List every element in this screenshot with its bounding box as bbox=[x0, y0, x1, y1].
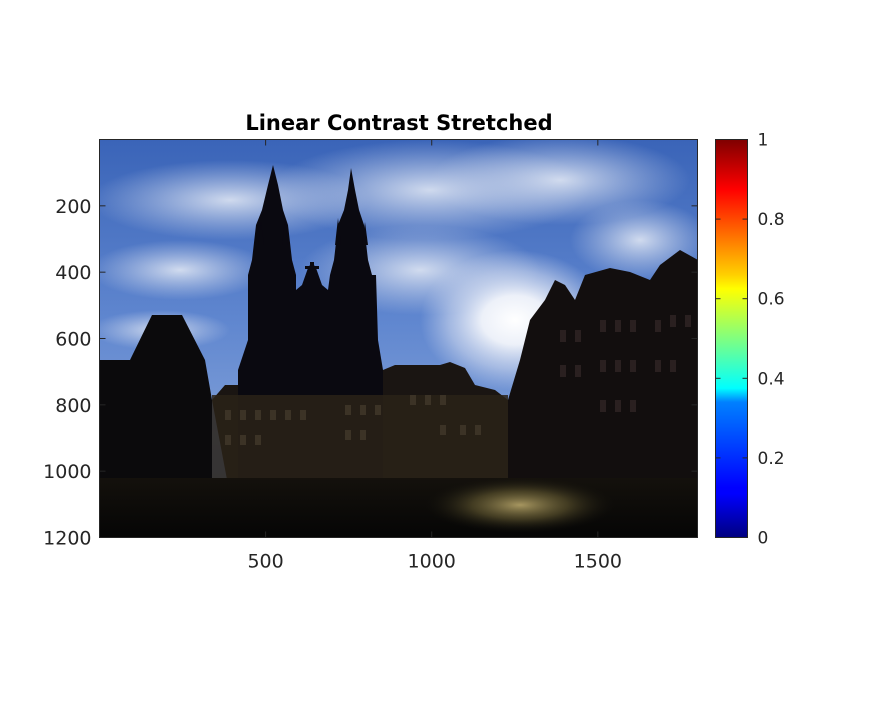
y-axis-ticks: 200 400 600 800 1000 1200 bbox=[43, 196, 698, 550]
street-glow bbox=[425, 477, 615, 533]
right-buildings-silhouette bbox=[508, 250, 698, 538]
x-axis-ticks: 500 1000 1500 bbox=[247, 139, 622, 573]
y-tick-label: 200 bbox=[55, 196, 91, 218]
right-building-windows bbox=[560, 315, 691, 412]
colorbar-tick-label: 0.4 bbox=[758, 369, 785, 389]
x-tick-label: 500 bbox=[247, 551, 283, 573]
image-axes bbox=[99, 139, 698, 538]
y-tick-label: 800 bbox=[55, 395, 91, 417]
x-tick-label: 1500 bbox=[574, 551, 622, 573]
chart-title: Linear Contrast Stretched bbox=[245, 111, 552, 135]
x-tick-label: 1000 bbox=[408, 551, 456, 573]
colorbar bbox=[715, 139, 748, 538]
colorbar-tick-label: 0.6 bbox=[758, 290, 785, 310]
colorbar-tick-label: 1 bbox=[758, 131, 769, 151]
colorbar-tick-label: 0 bbox=[758, 529, 769, 549]
y-tick-label: 400 bbox=[55, 262, 91, 284]
church-pinnacles bbox=[258, 218, 368, 276]
facade-windows bbox=[225, 395, 481, 445]
y-tick-label: 1000 bbox=[43, 461, 91, 483]
colorbar-tick-label: 0.8 bbox=[758, 210, 785, 230]
y-tick-label: 600 bbox=[55, 329, 91, 351]
colorbar-tick-label: 0.2 bbox=[758, 449, 785, 469]
colorbar-ticks: 0 0.2 0.4 0.6 0.8 1 bbox=[715, 131, 785, 549]
y-tick-label: 1200 bbox=[43, 528, 91, 550]
